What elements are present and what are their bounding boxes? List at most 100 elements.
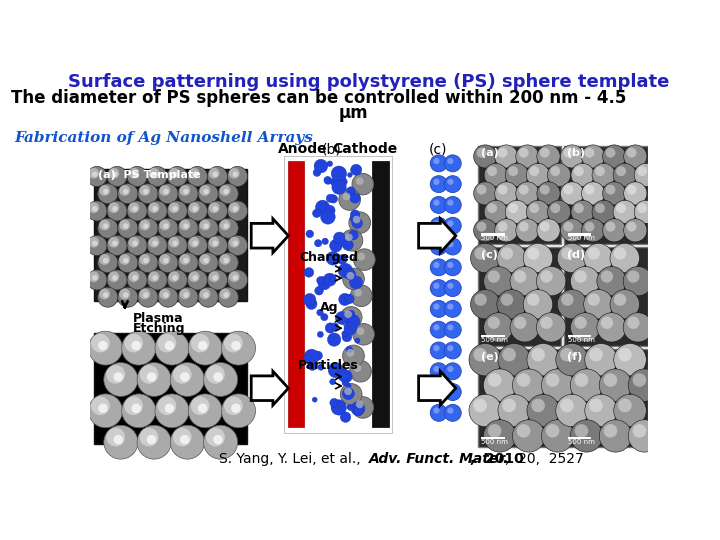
Circle shape xyxy=(546,373,559,387)
Circle shape xyxy=(484,267,513,296)
Circle shape xyxy=(306,298,317,309)
Circle shape xyxy=(614,247,626,260)
Circle shape xyxy=(473,348,487,361)
Circle shape xyxy=(505,164,528,186)
Circle shape xyxy=(474,219,497,242)
Circle shape xyxy=(112,172,117,177)
Circle shape xyxy=(167,235,187,255)
Text: Plasma: Plasma xyxy=(132,313,184,326)
Bar xyxy=(477,146,561,244)
Circle shape xyxy=(325,323,336,333)
Circle shape xyxy=(206,428,225,447)
Circle shape xyxy=(218,184,238,204)
Circle shape xyxy=(431,176,447,193)
Circle shape xyxy=(444,300,462,318)
Circle shape xyxy=(233,206,238,212)
Circle shape xyxy=(345,269,356,280)
Circle shape xyxy=(305,349,319,364)
Circle shape xyxy=(132,241,138,246)
Circle shape xyxy=(318,276,327,285)
Circle shape xyxy=(203,258,209,263)
Text: Fabrication of Ag Nanoshell Arrays: Fabrication of Ag Nanoshell Arrays xyxy=(14,131,313,145)
Circle shape xyxy=(618,348,631,361)
Circle shape xyxy=(148,237,159,248)
Circle shape xyxy=(341,383,362,405)
Circle shape xyxy=(444,363,462,380)
Circle shape xyxy=(336,312,348,325)
Circle shape xyxy=(147,201,167,221)
Circle shape xyxy=(527,394,559,427)
Circle shape xyxy=(541,420,574,452)
Text: ,  20,  2527: , 20, 2527 xyxy=(505,452,583,466)
Circle shape xyxy=(592,200,616,224)
Circle shape xyxy=(148,271,159,282)
Circle shape xyxy=(223,189,229,194)
Circle shape xyxy=(585,148,595,158)
Circle shape xyxy=(91,396,109,415)
Circle shape xyxy=(346,272,354,280)
Circle shape xyxy=(147,166,167,186)
Circle shape xyxy=(561,247,574,260)
Circle shape xyxy=(503,399,516,412)
Circle shape xyxy=(104,425,138,459)
Text: μm: μm xyxy=(338,104,369,122)
Circle shape xyxy=(353,215,361,224)
Circle shape xyxy=(107,365,125,384)
Circle shape xyxy=(610,244,639,273)
Text: Charged: Charged xyxy=(300,251,358,264)
Circle shape xyxy=(447,366,454,372)
Circle shape xyxy=(444,321,462,338)
Circle shape xyxy=(123,258,128,263)
Circle shape xyxy=(526,200,549,224)
Circle shape xyxy=(433,220,439,226)
Circle shape xyxy=(188,331,222,365)
Circle shape xyxy=(477,222,487,232)
Circle shape xyxy=(500,247,513,260)
Circle shape xyxy=(109,271,120,282)
Circle shape xyxy=(99,254,110,265)
Circle shape xyxy=(613,164,636,186)
Circle shape xyxy=(233,172,238,177)
Polygon shape xyxy=(418,372,456,405)
Circle shape xyxy=(352,218,362,228)
Circle shape xyxy=(338,264,353,278)
Circle shape xyxy=(474,182,497,205)
Circle shape xyxy=(477,185,487,194)
Circle shape xyxy=(488,424,501,437)
Circle shape xyxy=(228,201,248,221)
Circle shape xyxy=(595,203,605,213)
Circle shape xyxy=(314,159,328,173)
Circle shape xyxy=(183,189,189,194)
Circle shape xyxy=(589,399,603,412)
Circle shape xyxy=(517,424,531,437)
Circle shape xyxy=(159,288,170,299)
Circle shape xyxy=(322,238,328,245)
Circle shape xyxy=(109,202,120,213)
Circle shape xyxy=(431,404,447,421)
Circle shape xyxy=(433,366,439,372)
Circle shape xyxy=(433,387,439,393)
Circle shape xyxy=(127,270,147,290)
Circle shape xyxy=(606,148,616,158)
Circle shape xyxy=(168,271,179,282)
Circle shape xyxy=(103,189,109,194)
Circle shape xyxy=(351,214,360,224)
Circle shape xyxy=(487,271,500,283)
Circle shape xyxy=(187,201,207,221)
Circle shape xyxy=(342,380,348,386)
Circle shape xyxy=(109,237,120,248)
Circle shape xyxy=(444,383,462,401)
Circle shape xyxy=(87,201,107,221)
Bar xyxy=(289,161,304,427)
Circle shape xyxy=(178,287,198,307)
Circle shape xyxy=(447,241,454,247)
Circle shape xyxy=(140,428,158,447)
Circle shape xyxy=(537,219,560,242)
Circle shape xyxy=(158,396,176,415)
Circle shape xyxy=(198,184,218,204)
Circle shape xyxy=(114,435,123,444)
Circle shape xyxy=(603,424,617,437)
Circle shape xyxy=(98,341,108,350)
Circle shape xyxy=(324,177,330,183)
Circle shape xyxy=(571,200,594,224)
